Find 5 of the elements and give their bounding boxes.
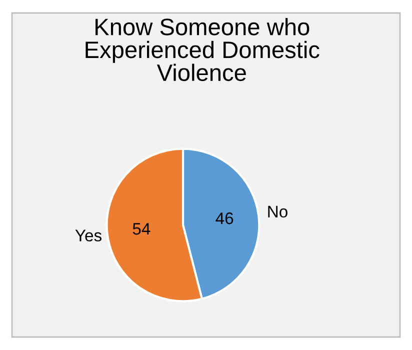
slice-label: Yes: [75, 230, 102, 242]
data-label: 46: [216, 212, 234, 224]
data-label: 54: [132, 223, 150, 235]
slice-label: No: [268, 206, 288, 218]
chart-title: Know Someone who Experienced Domestic Violence: [86, 18, 320, 82]
